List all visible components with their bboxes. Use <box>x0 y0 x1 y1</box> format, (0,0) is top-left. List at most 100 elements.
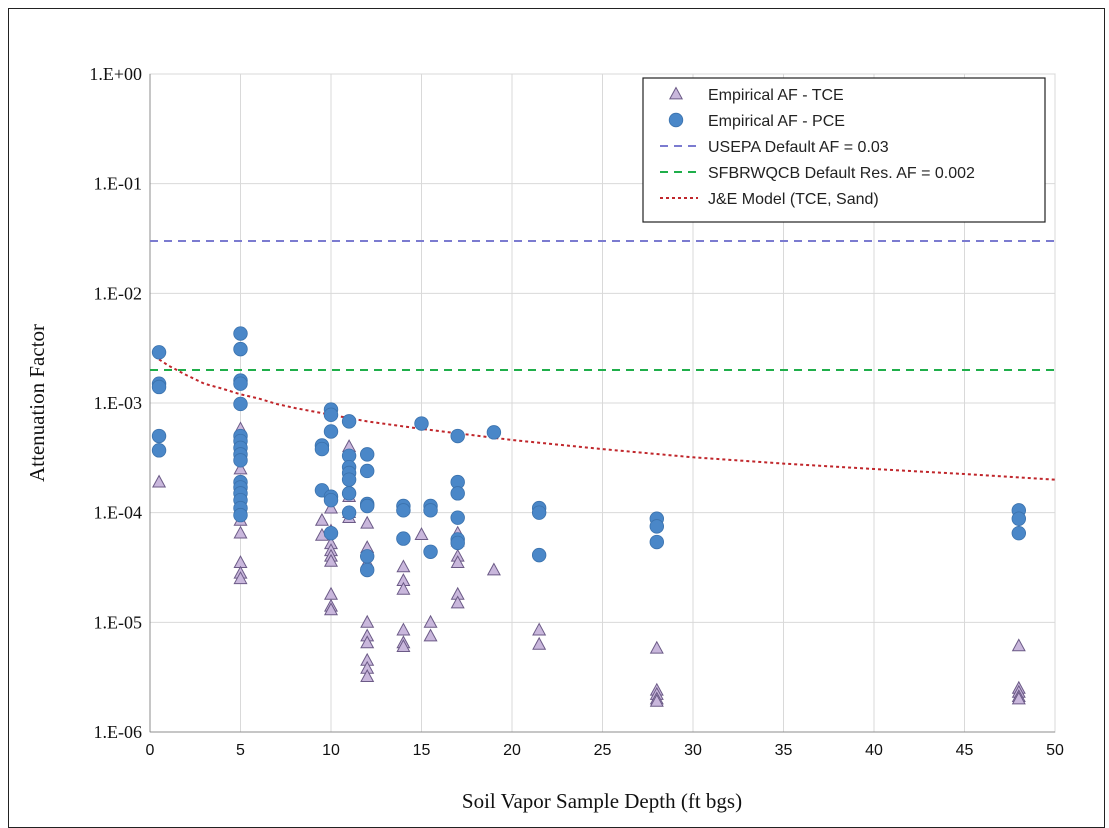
tce-point <box>532 622 547 636</box>
x-tick-label: 50 <box>1046 742 1064 759</box>
pce-point <box>323 525 339 541</box>
y-tick-label: 1.E-02 <box>94 283 143 303</box>
pce-point <box>450 486 465 501</box>
pce-point <box>423 503 438 518</box>
pce-point <box>1011 525 1027 541</box>
pce-point <box>314 441 330 457</box>
x-tick-label: 45 <box>956 742 974 759</box>
y-tick-label: 1.E+00 <box>89 64 142 84</box>
pce-point <box>360 498 375 514</box>
pce-point <box>233 453 248 468</box>
tce-point <box>450 555 465 569</box>
y-tick-label: 1.E-01 <box>94 174 143 194</box>
pce-point <box>151 428 167 444</box>
pce-point <box>531 505 547 520</box>
tce-point <box>323 553 339 567</box>
pce-point <box>486 425 502 440</box>
x-tick-labels: 0 5 10 15 20 25 30 35 40 45 50 <box>146 742 1064 759</box>
x-tick-label: 35 <box>775 742 793 759</box>
pce-point <box>396 531 411 546</box>
pce-point <box>360 549 375 564</box>
pce-point <box>323 407 339 423</box>
tce-point <box>396 559 411 573</box>
x-tick-label: 5 <box>236 742 245 759</box>
tce-point <box>360 669 375 682</box>
tce-point <box>360 614 375 628</box>
pce-point <box>341 486 357 501</box>
tce-point <box>360 635 375 649</box>
tce-point <box>396 639 411 653</box>
tce-point <box>323 602 339 616</box>
legend-label: SFBRWQCB Default Res. AF = 0.002 <box>708 165 975 182</box>
y-tick-label: 1.E-03 <box>94 393 143 413</box>
tce-point <box>233 525 248 539</box>
legend-symbol-pce <box>668 112 684 128</box>
pce-point <box>233 341 248 357</box>
x-tick-label: 40 <box>865 742 883 759</box>
x-tick-label: 15 <box>413 742 431 759</box>
legend-box <box>642 77 1046 223</box>
legend-label: J&E Model (TCE, Sand) <box>708 191 879 208</box>
x-tick-label: 10 <box>322 742 340 759</box>
y-tick-labels: 1.E-06 1.E-05 1.E-04 1.E-03 1.E-02 1.E-01 1.E+… <box>89 64 142 742</box>
y-axis-title: Attenuation Factor <box>25 324 49 482</box>
x-tick-label: 30 <box>684 742 702 759</box>
pce-point <box>323 424 339 439</box>
tce-point <box>649 693 664 707</box>
pce-point <box>649 519 665 534</box>
pce-point <box>531 547 547 563</box>
tce-point <box>1011 691 1026 705</box>
legend-label: Empirical AF - PCE <box>708 113 845 130</box>
pce-point <box>414 416 429 431</box>
tce-point <box>360 515 375 529</box>
reference-lines <box>150 240 1055 371</box>
y-tick-label: 1.E-06 <box>94 722 143 742</box>
pce-point <box>450 510 465 525</box>
pce-point <box>233 396 248 412</box>
tce-point <box>532 636 547 650</box>
pce-point <box>360 463 375 479</box>
x-tick-label: 20 <box>503 742 521 759</box>
pce-point <box>450 428 465 444</box>
pce-point <box>323 492 339 508</box>
legend-label: Empirical AF - TCE <box>708 87 844 104</box>
pce-point <box>151 379 167 395</box>
pce-point <box>151 443 167 458</box>
pce-point <box>360 447 375 462</box>
x-axis-title: Soil Vapor Sample Depth (ft bgs) <box>462 789 742 813</box>
tce-point <box>450 595 465 609</box>
pce-point <box>649 534 665 550</box>
pce-points <box>151 326 1027 578</box>
pce-point <box>151 345 167 360</box>
tce-point <box>423 628 438 642</box>
tce-point <box>423 614 438 628</box>
pce-point <box>450 535 465 551</box>
tce-point <box>1011 638 1026 652</box>
legend: Empirical AF - TCE Empirical AF - PCE USEP… <box>642 77 1046 223</box>
x-tick-label: 25 <box>594 742 612 759</box>
pce-point <box>341 414 357 429</box>
pce-point <box>341 505 357 520</box>
y-tick-label: 1.E-04 <box>94 503 143 523</box>
tce-point <box>396 581 411 595</box>
pce-point <box>233 376 248 391</box>
x-tick-label: 0 <box>146 742 155 759</box>
pce-point <box>233 507 248 523</box>
tce-point <box>233 571 248 585</box>
tce-point <box>649 640 664 654</box>
tce-point <box>314 512 329 526</box>
tce-point <box>396 622 411 636</box>
pce-point <box>341 472 357 487</box>
pce-point <box>233 326 248 341</box>
pce-point <box>423 544 438 559</box>
legend-symbol-tce <box>668 86 684 100</box>
tce-point <box>152 474 167 488</box>
y-tick-label: 1.E-05 <box>94 612 143 632</box>
tce-point <box>486 562 501 576</box>
pce-point <box>1011 511 1027 526</box>
legend-label: USEPA Default AF = 0.03 <box>708 139 889 156</box>
tce-point <box>233 461 248 475</box>
pce-point <box>396 503 411 518</box>
pce-point <box>360 562 375 578</box>
